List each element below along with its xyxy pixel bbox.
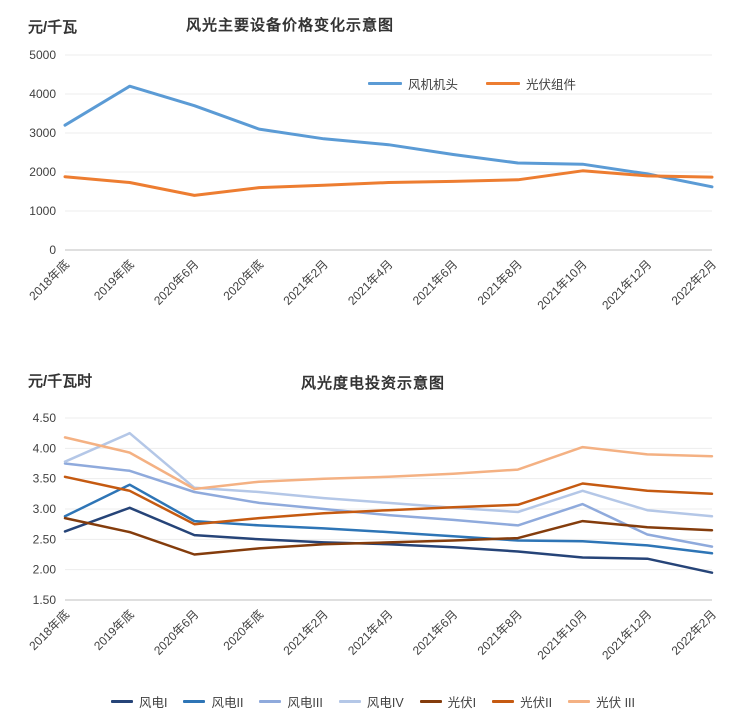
- legend-marker: [183, 700, 206, 703]
- legend-item-光伏组件: 光伏组件: [486, 74, 576, 93]
- series-line-光伏II: [63, 475, 714, 526]
- x-axis-tick-label: 2021年10月: [535, 257, 590, 312]
- legend-item-风机机头: 风机机头: [368, 74, 458, 93]
- legend-marker: [568, 700, 591, 703]
- chart2-title: 风光度电投资示意图: [300, 375, 445, 392]
- y-axis-tick-label: 3.00: [33, 502, 57, 516]
- legend-item-风电II: 风电II: [183, 692, 243, 711]
- y-axis-tick-label: 2.50: [33, 532, 57, 546]
- y-axis-tick-label: 2000: [29, 165, 56, 179]
- legend-marker: [419, 700, 442, 703]
- chart1-legend: 风机机头 光伏组件: [368, 74, 576, 93]
- legend-item-光伏I: 光伏I: [419, 692, 477, 711]
- series-line-光伏 III: [63, 436, 714, 491]
- chart1-unit-label: 元/千瓦: [28, 19, 78, 36]
- series-line-风电IV: [63, 431, 714, 518]
- x-axis-tick-label: 2018年底: [26, 607, 72, 653]
- legend-label: 风电I: [138, 696, 168, 710]
- chart2-legend: 风电I 风电II 风电III 风电IV 光伏I 光伏II 光伏 III: [0, 692, 746, 711]
- chart2-plot-area: 1.50 2.00 2.50 3.00 3.50 4.00 4.50 2018年底 2019年底…: [26, 411, 719, 662]
- x-axis-tick-label: 2022年2月: [669, 257, 719, 307]
- y-axis-tick-label: 4.00: [33, 441, 57, 455]
- x-axis-tick-label: 2019年底: [90, 257, 136, 303]
- legend-marker: [368, 82, 402, 85]
- legend-item-光伏II: 光伏II: [492, 692, 552, 711]
- legend-label: 光伏 III: [596, 696, 635, 710]
- x-axis-tick-label: 2021年12月: [599, 257, 654, 312]
- y-axis-tick-label: 3.50: [33, 472, 57, 486]
- y-axis-tick-label: 1.50: [33, 593, 57, 607]
- series-line-风电I: [63, 506, 714, 574]
- series-line-光伏组件: [63, 169, 714, 197]
- series-line-风电II: [63, 483, 714, 555]
- x-axis-tick-label: 2020年6月: [151, 607, 201, 657]
- x-axis-tick-label: 2020年底: [220, 257, 266, 303]
- x-axis-tick-label: 2020年6月: [151, 257, 201, 307]
- legend-marker: [259, 700, 282, 703]
- legend-label: 风电III: [287, 696, 323, 710]
- x-axis-tick-label: 2021年2月: [280, 257, 330, 307]
- legend-label: 光伏II: [520, 696, 553, 710]
- y-axis-tick-label: 1000: [29, 204, 56, 218]
- legend-marker: [338, 700, 361, 703]
- series-line-风电III: [63, 462, 714, 548]
- legend-item-光伏 III: 光伏 III: [568, 692, 635, 711]
- legend-item-风电III: 风电III: [259, 692, 323, 711]
- y-axis-tick-label: 5000: [29, 48, 56, 62]
- series-line-风机机头: [63, 84, 714, 189]
- x-axis-tick-label: 2021年6月: [410, 607, 460, 657]
- x-axis-tick-label: 2021年4月: [345, 257, 395, 307]
- y-axis-tick-label: 4.50: [33, 411, 57, 425]
- y-axis-tick-label: 2.00: [33, 563, 57, 577]
- x-axis-tick-label: 2021年8月: [475, 257, 525, 307]
- y-axis-tick-label: 0: [49, 243, 56, 257]
- legend-label: 光伏I: [447, 696, 477, 710]
- x-axis-tick-label: 2022年2月: [669, 607, 719, 657]
- x-axis-tick-label: 2021年2月: [280, 607, 330, 657]
- chart2-unit-label: 元/千瓦时: [28, 373, 93, 390]
- x-axis-tick-label: 2021年10月: [535, 607, 590, 662]
- chart1-title: 风光主要设备价格变化示意图: [185, 17, 394, 34]
- legend-item-风电I: 风电I: [110, 692, 168, 711]
- legend-marker: [110, 700, 133, 703]
- x-axis-tick-label: 2021年8月: [475, 607, 525, 657]
- legend-marker: [492, 700, 515, 703]
- legend-item-风电IV: 风电IV: [338, 692, 404, 711]
- x-axis-tick-label: 2021年6月: [410, 257, 460, 307]
- x-axis-tick-label: 2018年底: [26, 257, 72, 303]
- legend-label: 风电II: [211, 696, 244, 710]
- legend-label: 风电IV: [366, 696, 404, 710]
- legend-label: 光伏组件: [526, 78, 577, 92]
- x-axis-tick-label: 2021年4月: [345, 607, 395, 657]
- x-axis-tick-label: 2020年底: [220, 607, 266, 653]
- x-axis-tick-label: 2019年底: [90, 607, 136, 653]
- legend-label: 风机机头: [408, 78, 459, 92]
- legend-marker: [486, 82, 521, 85]
- x-axis-tick-label: 2021年12月: [599, 607, 654, 662]
- series-line-光伏I: [63, 516, 714, 556]
- y-axis-tick-label: 4000: [29, 87, 56, 101]
- y-axis-tick-label: 3000: [29, 126, 56, 140]
